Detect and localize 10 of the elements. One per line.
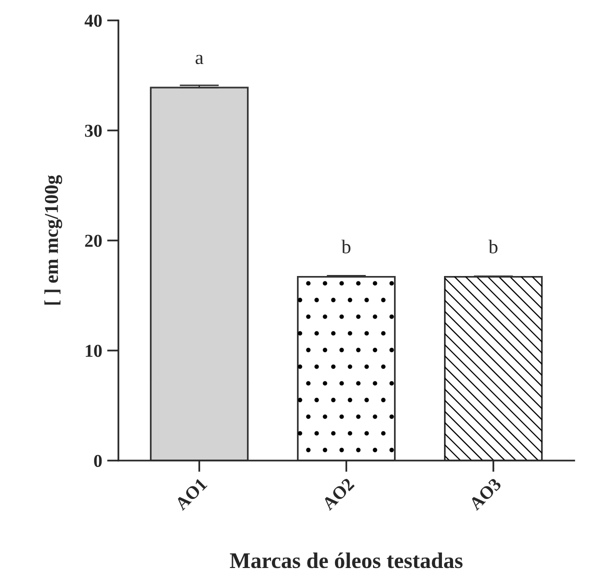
annotation: a: [196, 54, 204, 64]
y-tick-label: 10: [86, 344, 102, 357]
annotation: b: [488, 240, 498, 254]
y-tick-label: 40: [84, 14, 102, 27]
y-axis-title: [ ] em mcg/100g: [44, 175, 62, 305]
annotation: b: [341, 240, 350, 254]
y-tick-label: 0: [94, 454, 102, 468]
x-axis-title: Marcas de óleos testadas: [230, 552, 463, 568]
y-tick-label: 20: [85, 234, 102, 247]
y-tick-label: 30: [85, 124, 102, 137]
